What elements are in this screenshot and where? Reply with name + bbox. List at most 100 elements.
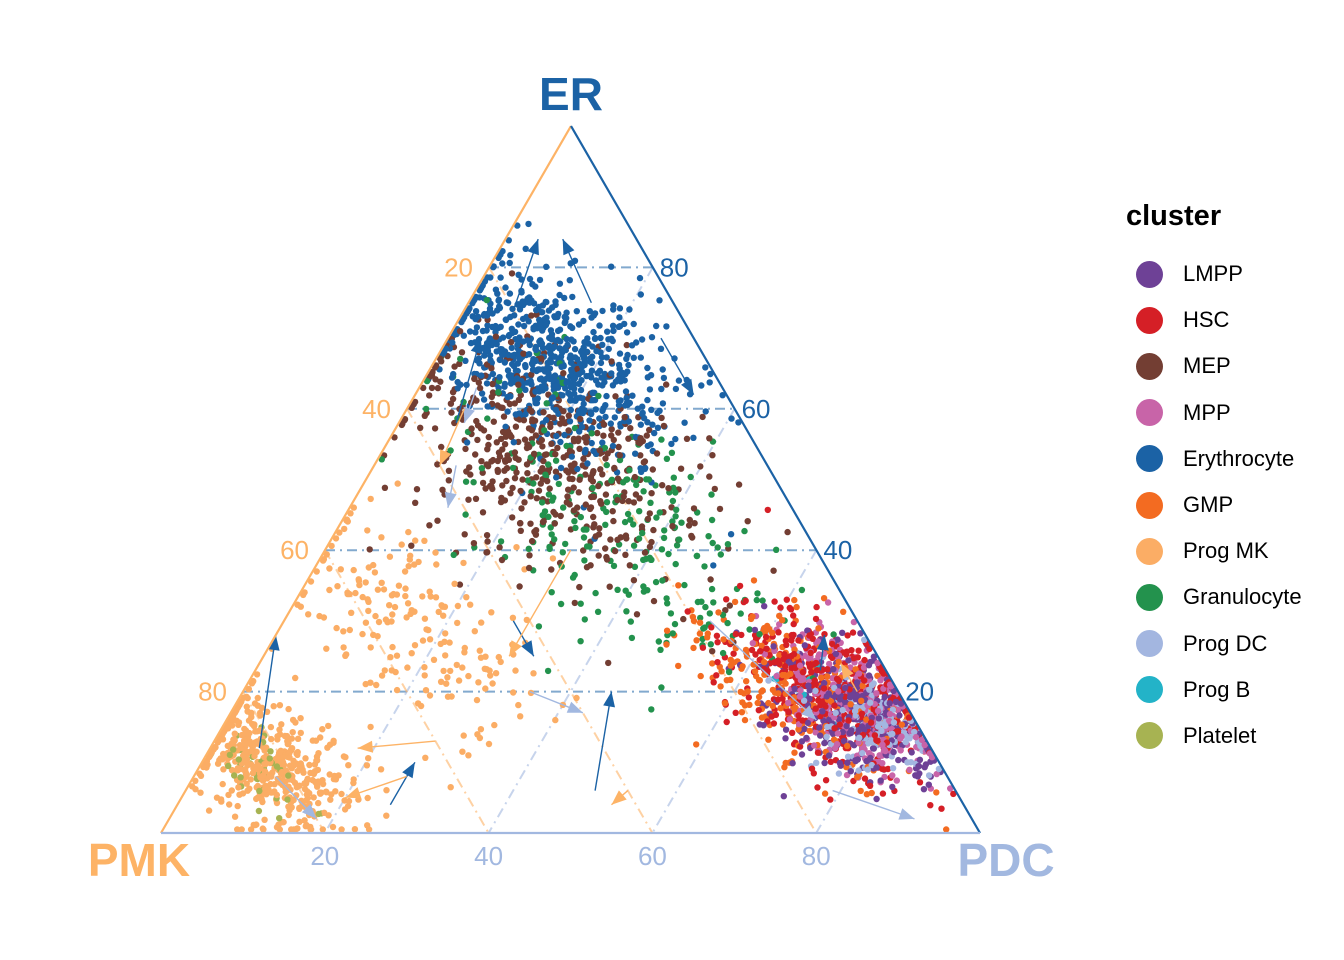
- data-point: [597, 359, 605, 367]
- data-point: [577, 513, 584, 521]
- data-point: [743, 678, 750, 685]
- data-point: [921, 741, 928, 749]
- data-point: [751, 668, 759, 675]
- data-point: [861, 677, 868, 684]
- data-point: [630, 320, 637, 328]
- data-point: [290, 796, 297, 804]
- data-point: [560, 408, 567, 415]
- data-point: [673, 506, 680, 513]
- data-point: [592, 406, 599, 413]
- data-point: [489, 380, 496, 388]
- data-point: [276, 702, 284, 709]
- data-point: [289, 716, 297, 724]
- data-point: [830, 666, 837, 673]
- data-point: [235, 756, 242, 763]
- data-point: [521, 436, 529, 443]
- data-point: [716, 505, 724, 513]
- data-point: [437, 678, 445, 685]
- data-point: [484, 274, 491, 281]
- legend-label: LMPP: [1183, 261, 1243, 287]
- tick-label-pdc: 80: [802, 841, 831, 871]
- data-point: [589, 484, 596, 492]
- data-point: [580, 455, 587, 462]
- data-point: [868, 714, 875, 721]
- data-point: [326, 741, 334, 748]
- data-point: [519, 476, 526, 483]
- data-point: [648, 706, 655, 713]
- data-point: [614, 536, 621, 543]
- data-point: [235, 784, 242, 791]
- data-point: [603, 392, 610, 400]
- data-point: [636, 439, 644, 447]
- data-point: [496, 356, 503, 364]
- data-point: [816, 724, 823, 731]
- data-point: [621, 320, 628, 328]
- data-point: [448, 374, 456, 381]
- data-point: [305, 611, 312, 618]
- data-point: [501, 441, 509, 448]
- data-point: [756, 677, 763, 684]
- data-point: [553, 474, 560, 481]
- data-point: [488, 365, 495, 372]
- data-point: [230, 746, 237, 753]
- data-point: [812, 729, 819, 736]
- data-point: [787, 606, 795, 613]
- data-point: [892, 698, 900, 706]
- data-point: [707, 576, 714, 583]
- data-point: [470, 540, 478, 547]
- data-point: [367, 723, 374, 731]
- data-point: [364, 822, 371, 829]
- data-point: [623, 329, 631, 336]
- legend-label: Prog MK: [1183, 538, 1269, 564]
- data-point: [426, 522, 433, 529]
- data-point: [765, 677, 772, 684]
- data-point: [877, 677, 884, 684]
- data-point: [938, 805, 945, 812]
- data-point: [580, 547, 587, 554]
- data-point: [542, 298, 549, 306]
- tick-label-er: 40: [823, 535, 852, 565]
- data-point: [542, 321, 550, 329]
- data-point: [286, 749, 293, 756]
- data-point: [690, 434, 697, 441]
- data-point: [637, 435, 644, 442]
- data-point: [699, 644, 707, 651]
- data-point: [663, 641, 670, 648]
- data-point: [630, 542, 638, 549]
- data-point: [653, 514, 660, 521]
- data-point: [840, 608, 847, 615]
- data-point: [431, 364, 439, 371]
- data-point: [795, 726, 802, 733]
- data-point: [835, 770, 843, 777]
- data-point: [529, 366, 537, 373]
- data-point: [526, 275, 534, 283]
- data-point: [488, 609, 495, 616]
- data-point: [912, 734, 920, 741]
- data-point: [504, 367, 512, 374]
- data-point: [475, 355, 483, 362]
- data-point: [465, 752, 472, 759]
- data-point: [285, 811, 292, 819]
- data-point: [520, 322, 528, 330]
- data-point: [286, 762, 294, 769]
- data-point: [388, 618, 395, 625]
- data-point: [766, 652, 773, 659]
- data-point: [672, 489, 679, 496]
- data-point: [798, 738, 806, 745]
- data-point: [282, 788, 289, 795]
- data-point: [713, 632, 721, 639]
- data-point: [545, 307, 553, 314]
- data-point: [460, 559, 467, 567]
- data-point: [267, 780, 274, 788]
- data-point: [341, 525, 348, 533]
- data-point: [836, 721, 843, 728]
- data-point: [359, 630, 366, 638]
- data-point: [607, 420, 614, 427]
- data-point: [727, 656, 734, 663]
- data-point: [261, 768, 269, 775]
- data-point: [326, 586, 333, 594]
- data-point: [511, 475, 519, 482]
- data-point: [659, 366, 666, 373]
- data-point: [660, 422, 668, 430]
